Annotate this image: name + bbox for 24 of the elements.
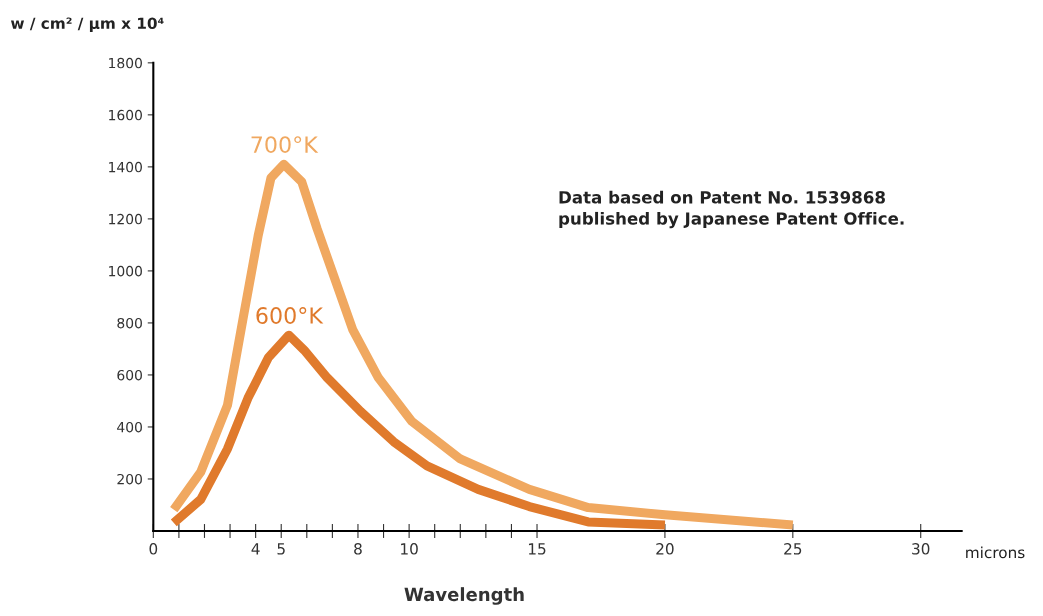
x-tick-label: 5 (277, 543, 285, 555)
x-tick-label: 20 (656, 543, 674, 555)
y-tick-label: 1400 (109, 161, 142, 173)
x-tick-label: 4 (251, 543, 260, 555)
y-tick-label: 400 (117, 421, 142, 433)
text: microns (966, 546, 1025, 559)
annotation: Data based on Patent No. 1539868 published by Japanese Patent Office. (559, 190, 904, 229)
x-tick-label: 10 (401, 543, 418, 555)
y-tick-label: 1200 (109, 213, 142, 225)
y-tick-label: 800 (117, 317, 142, 329)
x-tick-label: 30 (912, 543, 930, 555)
y-tick-label: 1600 (109, 109, 142, 121)
y-tick-label: 600 (117, 369, 142, 381)
y-tick-label: 1000 (109, 265, 142, 277)
y-axis-title: w / cm² / µm x 10⁴ (10, 17, 164, 33)
x-axis-title: Wavelength (404, 587, 524, 605)
y-tick-label: 200 (117, 473, 142, 485)
y-tick-label: 1800 (109, 57, 142, 69)
series-label: 700°K (251, 136, 319, 154)
x-tick-label: 0 (149, 543, 158, 555)
x-tick-label: 15 (528, 543, 546, 555)
x-tick-label: 8 (354, 543, 362, 555)
x-tick-label: 25 (784, 543, 802, 555)
series-label: 600°K (256, 307, 324, 324)
